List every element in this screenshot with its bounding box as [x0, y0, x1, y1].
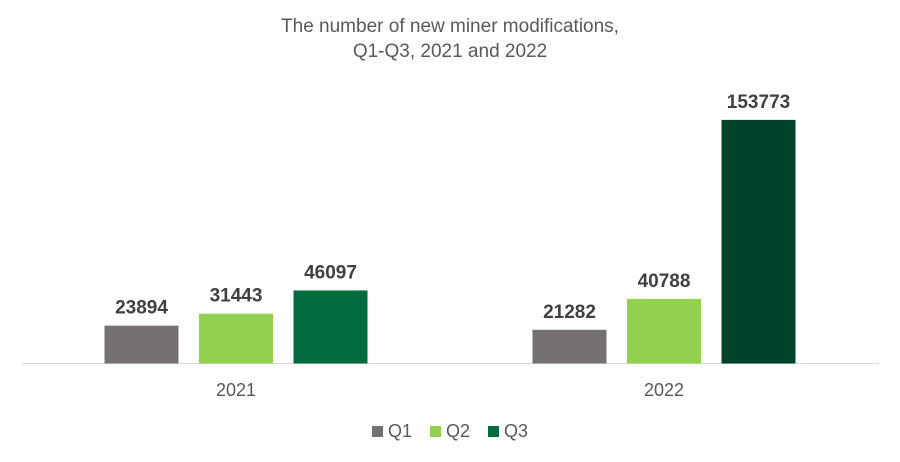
legend-label-q3: Q3: [504, 421, 529, 441]
data-label-2021-q2: 31443: [210, 286, 263, 307]
legend-swatch-q2: [429, 426, 441, 437]
data-label-2022-q2: 40788: [638, 271, 691, 292]
legend-item-q1: Q1: [371, 421, 412, 442]
bar-2022-q1: [532, 329, 607, 364]
x-tick-label-2021: 2021: [216, 380, 256, 400]
data-label-2021-q3: 46097: [304, 262, 357, 283]
data-label-2021-q1: 23894: [115, 298, 168, 319]
chart-title: The number of new miner modifications, Q…: [0, 14, 900, 64]
chart-title-line-1: The number of new miner modifications,: [281, 16, 619, 37]
legend-label-q2: Q2: [445, 421, 470, 441]
data-label-2022-q3: 153773: [727, 92, 790, 113]
legend-label-q1: Q1: [387, 421, 412, 441]
bar-2021-q3: [293, 290, 368, 364]
chart-title-line-2: Q1-Q3, 2021 and 2022: [352, 41, 548, 62]
legend-item-q3: Q3: [488, 421, 528, 442]
legend-swatch-q3: [488, 426, 499, 437]
bar-2022-q2: [627, 298, 701, 364]
bar-2021-q1: [104, 325, 179, 364]
chart-legend: Q1 Q2 Q3: [0, 421, 900, 442]
x-tick-label-2022: 2022: [644, 380, 684, 400]
bar-2021-q2: [199, 313, 273, 364]
bar-2022-q3: [721, 119, 796, 364]
legend-item-q2: Q2: [429, 421, 470, 442]
legend-swatch-q1: [371, 426, 383, 437]
data-label-2022-q1: 21282: [543, 302, 596, 323]
